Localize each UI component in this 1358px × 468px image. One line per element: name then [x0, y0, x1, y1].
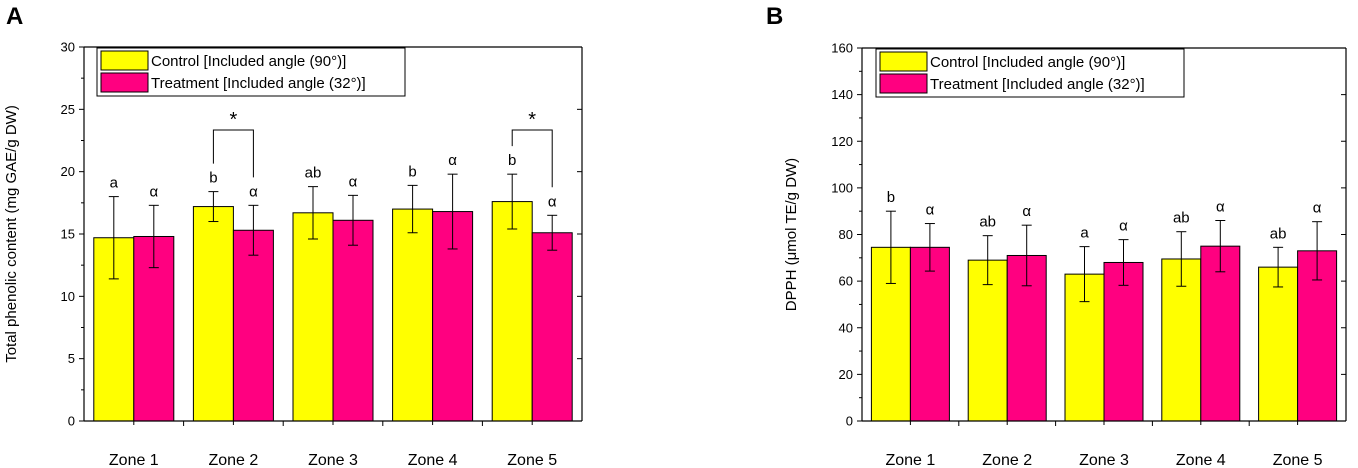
- significance-letter: a: [1080, 225, 1089, 242]
- significance-letter: α: [548, 193, 557, 210]
- panel-a: Aa α Zone 1 b α Zone 2 ab α Zone 3 b α Zone 4 b α Zone…: [3, 3, 583, 468]
- significance-letter: ab: [979, 214, 996, 231]
- significance-star: *: [528, 109, 536, 131]
- significance-letter: α: [448, 152, 457, 169]
- significance-letter: ab: [1270, 225, 1287, 242]
- x-tick-label: Zone 4: [1176, 452, 1226, 468]
- y-tick-label: 15: [61, 227, 75, 242]
- treatment-legend-swatch: [100, 72, 149, 93]
- x-tick-label: Zone 3: [1079, 452, 1129, 468]
- control-legend-swatch: [100, 50, 149, 71]
- treatment-bar: [332, 219, 374, 422]
- significance-star: *: [230, 109, 238, 131]
- x-tick-label: Zone 2: [208, 452, 258, 468]
- treatment-bar: [909, 246, 950, 422]
- y-tick-label: 100: [831, 180, 853, 195]
- significance-letter: α: [249, 183, 258, 200]
- control-bar: [491, 201, 533, 422]
- y-tick-label: 40: [839, 320, 853, 335]
- significance-letter: ab: [1173, 210, 1190, 227]
- treatment-legend-swatch: [879, 73, 928, 94]
- y-tick-label: 10: [61, 289, 75, 304]
- significance-letter: α: [1119, 218, 1128, 235]
- x-tick-label: Zone 5: [1273, 452, 1323, 468]
- significance-bracket: [511, 129, 553, 188]
- y-tick-label: 160: [831, 41, 853, 56]
- legend: Control [Included angle (90°)] Treatment …: [96, 47, 406, 97]
- control-bar: [192, 206, 234, 422]
- y-tick-label: 30: [61, 40, 75, 55]
- treatment-bar: [531, 232, 573, 422]
- control-legend-swatch: [879, 51, 928, 72]
- y-tick-label: 80: [839, 227, 853, 242]
- control-bar: [392, 208, 434, 422]
- x-tick-label: Zone 4: [408, 452, 458, 468]
- panel-label: B: [766, 3, 783, 30]
- panel-label: A: [6, 3, 23, 30]
- x-tick-label: Zone 5: [507, 452, 557, 468]
- y-tick-label: 25: [61, 102, 75, 117]
- y-tick-label: 20: [839, 367, 853, 382]
- treatment-bar: [1200, 245, 1241, 422]
- y-tick-label: 60: [839, 274, 853, 289]
- control-bar: [1258, 266, 1299, 422]
- significance-letter: α: [349, 173, 358, 190]
- treatment-bar: [1103, 261, 1144, 422]
- x-tick-label: Zone 2: [982, 452, 1032, 468]
- y-tick-label: 140: [831, 87, 853, 102]
- significance-letter: b: [209, 170, 217, 187]
- significance-letter: b: [508, 152, 516, 169]
- y-tick-label: 5: [68, 351, 75, 366]
- significance-letter: b: [408, 163, 416, 180]
- control-legend-label: Control [Included angle (90°)]: [151, 53, 346, 70]
- y-axis-label: Total phenolic content (mg GAE/g DW): [3, 105, 20, 363]
- significance-letter: α: [1313, 200, 1322, 217]
- significance-letter: α: [149, 183, 158, 200]
- significance-letter: α: [1216, 199, 1225, 216]
- y-tick-label: 120: [831, 134, 853, 149]
- x-tick-label: Zone 1: [885, 452, 935, 468]
- significance-bracket: [212, 129, 254, 178]
- significance-letter: α: [1022, 203, 1031, 220]
- treatment-bar: [232, 229, 274, 422]
- panel-b: Bb α Zone 1 ab α Zone 2 a α Zone 3 ab α Zone 4 ab α Zo…: [766, 3, 1347, 468]
- control-bar: [292, 212, 334, 422]
- y-tick-label: 20: [61, 164, 75, 179]
- y-tick-label: 0: [846, 414, 853, 429]
- significance-letter: ab: [305, 165, 322, 182]
- significance-letter: b: [887, 189, 895, 206]
- x-tick-label: Zone 3: [308, 452, 358, 468]
- x-tick-label: Zone 1: [109, 452, 159, 468]
- treatment-legend-label: Treatment [Included angle (32°)]: [930, 76, 1145, 93]
- significance-letter: a: [110, 175, 119, 192]
- legend: Control [Included angle (90°)] Treatment …: [875, 48, 1185, 98]
- y-tick-label: 0: [68, 414, 75, 429]
- treatment-legend-label: Treatment [Included angle (32°)]: [151, 75, 366, 92]
- y-axis-label: DPPH (μmol TE/g DW): [783, 158, 800, 311]
- control-legend-label: Control [Included angle (90°)]: [930, 54, 1125, 71]
- significance-letter: α: [926, 202, 935, 219]
